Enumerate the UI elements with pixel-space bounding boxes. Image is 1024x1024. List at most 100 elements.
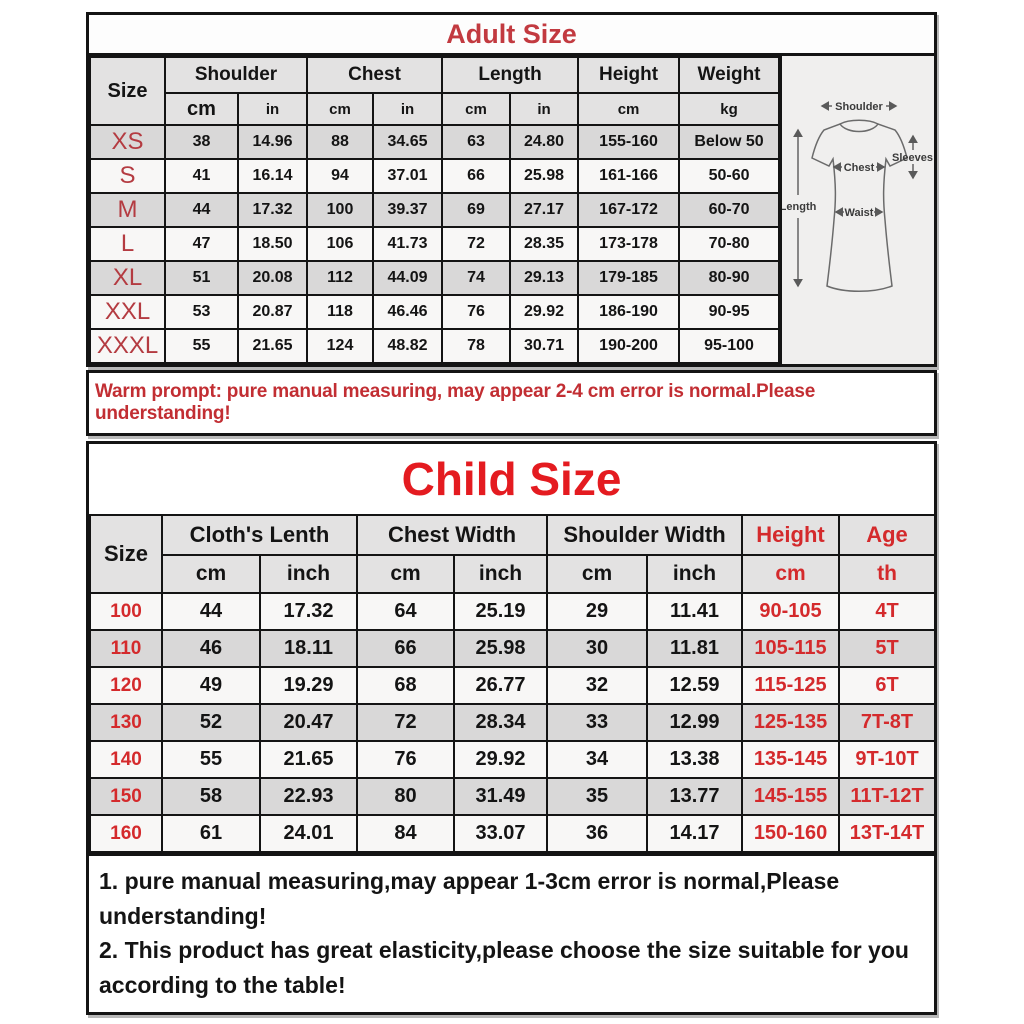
table-cell: 21.65 — [258, 740, 359, 779]
table-cell: 33 — [546, 703, 649, 742]
table-cell: 22.93 — [258, 777, 359, 816]
unit-header: cm — [546, 554, 649, 594]
table-cell: 63 — [441, 124, 512, 160]
table-row: XXXL 55 21.65 124 48.82 78 30.71 190-200 95-100 — [89, 328, 781, 364]
table-row: S 41 16.14 94 37.01 66 25.98 161-166 50-60 — [89, 158, 781, 194]
size-cell: S — [89, 158, 166, 194]
table-cell: 125-135 — [741, 703, 841, 742]
table-cell: 31.49 — [453, 777, 549, 816]
column-header-chest: Chest — [305, 56, 444, 94]
table-cell: 88 — [306, 124, 374, 160]
size-cell: 150 — [89, 777, 163, 816]
table-cell: 49 — [161, 666, 261, 705]
size-cell: 130 — [89, 703, 163, 742]
table-cell: 29.13 — [509, 260, 580, 296]
table-cell: 25.98 — [453, 629, 549, 668]
unit-header: th — [838, 554, 937, 594]
table-cell: 74 — [441, 260, 512, 296]
table-row: XL 51 20.08 112 44.09 74 29.13 179-185 80-90 — [89, 260, 781, 296]
table-cell: 70-80 — [678, 226, 781, 262]
table-cell: 4T — [838, 592, 937, 631]
table-row: 160 61 24.01 84 33.07 36 14.17 150-160 13T-14T — [89, 814, 937, 853]
adult-size-table: Size Shoulder Chest Length Height Weight… — [89, 56, 781, 364]
table-cell: 80-90 — [678, 260, 781, 296]
table-cell: 190-200 — [577, 328, 681, 364]
table-cell: 11.81 — [646, 629, 744, 668]
size-cell: XXXL — [89, 328, 166, 364]
unit-header: inch — [453, 554, 549, 594]
table-cell: 150-160 — [741, 814, 841, 853]
table-cell: 34.65 — [371, 124, 444, 160]
table-cell: 58 — [161, 777, 261, 816]
table-cell: 61 — [161, 814, 261, 853]
table-cell: 60-70 — [678, 192, 781, 228]
table-cell: 50-60 — [678, 158, 781, 194]
table-cell: 47 — [164, 226, 239, 262]
table-cell: 84 — [356, 814, 456, 853]
column-header-age: Age — [838, 514, 937, 556]
child-size-section: Child Size Size Cloth's Lenth Chest Widt… — [86, 441, 937, 1015]
table-cell: 24.80 — [509, 124, 580, 160]
table-cell: 39.37 — [371, 192, 444, 228]
adult-unit-row: cm in cm in cm in cm kg — [90, 92, 781, 126]
table-cell: 173-178 — [577, 226, 681, 262]
table-cell: 13.38 — [646, 740, 744, 779]
adult-header-row: Size Shoulder Chest Length Height Weight — [89, 56, 781, 126]
child-size-table: Size Cloth's Lenth Chest Width Shoulder … — [89, 514, 937, 853]
unit-header: cm — [741, 554, 841, 594]
table-cell: 6T — [838, 666, 937, 705]
table-cell: 30.71 — [509, 328, 580, 364]
tshirt-icon: Shoulder Chest Waist Length — [782, 101, 933, 292]
table-cell: 34 — [546, 740, 649, 779]
table-cell: 33.07 — [453, 814, 549, 853]
table-cell: 44 — [161, 592, 261, 631]
table-cell: 5T — [838, 629, 937, 668]
table-cell: 118 — [306, 294, 374, 330]
unit-header: inch — [258, 554, 359, 594]
table-cell: 20.47 — [258, 703, 359, 742]
diagram-label-sleeves: Sleeves — [892, 152, 933, 164]
column-header-shoulder: Shoulder — [164, 56, 308, 94]
column-header-size: Size — [89, 514, 163, 594]
table-row: 110 46 18.11 66 25.98 30 11.81 105-115 5T — [89, 629, 937, 668]
table-cell: 14.96 — [237, 124, 308, 160]
unit-header: cm — [306, 92, 374, 126]
unit-header: kg — [678, 92, 781, 126]
table-cell: 124 — [306, 328, 374, 364]
table-cell: 26.77 — [453, 666, 549, 705]
tshirt-measurement-diagram: Shoulder Chest Waist Length — [780, 56, 935, 364]
table-cell: 155-160 — [577, 124, 681, 160]
unit-header: cm — [441, 92, 512, 126]
unit-header: in — [509, 92, 580, 126]
table-cell: 19.29 — [258, 666, 359, 705]
table-cell: 41 — [164, 158, 239, 194]
table-row: 140 55 21.65 76 29.92 34 13.38 135-145 9T-10T — [89, 740, 937, 779]
column-header-chest-width: Chest Width — [356, 514, 549, 556]
table-cell: 51 — [164, 260, 239, 296]
table-cell: 29 — [546, 592, 649, 631]
table-cell: 27.17 — [509, 192, 580, 228]
table-cell: 90-95 — [678, 294, 781, 330]
table-cell: 14.17 — [646, 814, 744, 853]
table-cell: 9T-10T — [838, 740, 937, 779]
table-cell: 72 — [441, 226, 512, 262]
table-cell: 32 — [546, 666, 649, 705]
size-cell: XXL — [89, 294, 166, 330]
table-row: 130 52 20.47 72 28.34 33 12.99 125-135 7T-8T — [89, 703, 937, 742]
table-cell: 18.11 — [258, 629, 359, 668]
warm-prompt: Warm prompt: pure manual measuring, may … — [86, 370, 937, 436]
size-cell: XS — [89, 124, 166, 160]
adult-size-section: Adult Size Size Shoulder Chest Length He… — [86, 12, 937, 367]
column-header-size: Size — [89, 56, 166, 126]
size-cell: 160 — [89, 814, 163, 853]
table-cell: 100 — [306, 192, 374, 228]
table-cell: 55 — [161, 740, 261, 779]
table-cell: 35 — [546, 777, 649, 816]
table-cell: 68 — [356, 666, 456, 705]
unit-header: in — [371, 92, 444, 126]
column-header-height: Height — [741, 514, 841, 556]
table-cell: 36 — [546, 814, 649, 853]
table-row: M 44 17.32 100 39.37 69 27.17 167-172 60-70 — [89, 192, 781, 228]
table-cell: 17.32 — [237, 192, 308, 228]
column-header-cloth-length: Cloth's Lenth — [160, 514, 359, 556]
